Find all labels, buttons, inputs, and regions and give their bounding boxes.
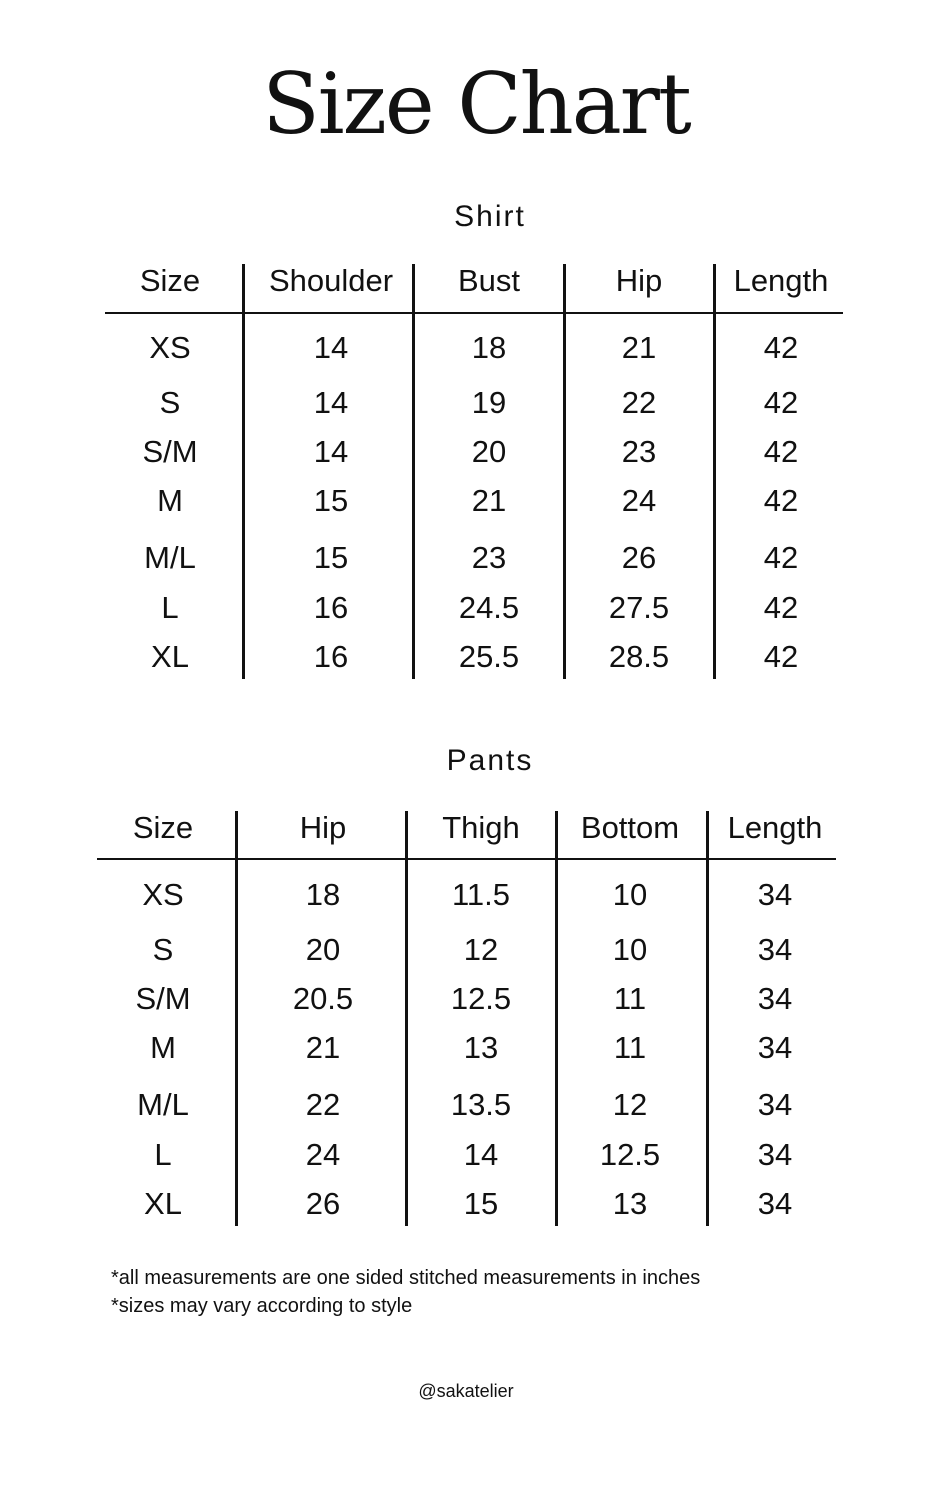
table-cell: 34 — [757, 1137, 793, 1172]
table-cell: 24 — [621, 483, 657, 518]
column-header: Bottom — [580, 810, 680, 845]
table-cell: 10 — [612, 877, 648, 912]
column-header: Shoulder — [268, 263, 394, 298]
table-cell: 42 — [763, 434, 799, 469]
table-cell: 34 — [757, 932, 793, 967]
column-divider — [235, 811, 238, 1226]
footnote-sizes: *sizes may vary according to style — [111, 1295, 413, 1317]
size-label: M/L — [144, 540, 196, 575]
table-cell: 12 — [463, 932, 499, 967]
page-title: Size Chart — [262, 55, 691, 153]
table-cell: 14 — [313, 330, 349, 365]
table-cell: 22 — [621, 385, 657, 420]
table-cell: 15 — [463, 1186, 499, 1221]
size-label: S/M — [135, 981, 191, 1016]
table-cell: 11 — [613, 981, 647, 1016]
table-cell: 20 — [471, 434, 507, 469]
table-cell: 21 — [621, 330, 657, 365]
pants-section-title: Pants — [446, 744, 534, 777]
table-cell: 26 — [621, 540, 657, 575]
table-cell: 16 — [313, 590, 349, 625]
table-cell: 28.5 — [608, 639, 670, 674]
size-label: XS — [149, 330, 191, 365]
size-label: M — [157, 483, 183, 518]
table-cell: 20 — [305, 932, 341, 967]
column-divider — [563, 264, 566, 679]
column-divider — [405, 811, 408, 1226]
table-cell: 27.5 — [608, 590, 670, 625]
table-cell: 12.5 — [599, 1137, 661, 1172]
table-cell: 14 — [313, 434, 349, 469]
size-label: L — [154, 1137, 172, 1172]
column-header: Hip — [615, 263, 663, 298]
table-cell: 16 — [313, 639, 349, 674]
table-cell: 34 — [757, 1087, 793, 1122]
size-label: M/L — [137, 1087, 189, 1122]
table-cell: 13 — [612, 1186, 648, 1221]
table-cell: 34 — [757, 877, 793, 912]
table-cell: 24.5 — [458, 590, 520, 625]
table-cell: 14 — [313, 385, 349, 420]
column-header: Length — [733, 263, 829, 298]
table-cell: 18 — [305, 877, 341, 912]
column-header: Thigh — [442, 810, 520, 845]
column-divider — [555, 811, 558, 1226]
table-cell: 42 — [763, 330, 799, 365]
column-divider — [242, 264, 245, 679]
table-cell: 15 — [313, 540, 349, 575]
social-handle: @sakatelier — [418, 1381, 514, 1401]
table-cell: 34 — [757, 1030, 793, 1065]
column-header: Size — [132, 810, 194, 845]
shirt-section-title: Shirt — [454, 200, 526, 233]
table-cell: 42 — [763, 639, 799, 674]
table-cell: 11 — [613, 1030, 647, 1065]
column-divider — [713, 264, 716, 679]
table-cell: 34 — [757, 981, 793, 1016]
table-cell: 14 — [463, 1137, 499, 1172]
table-cell: 19 — [471, 385, 507, 420]
table-cell: 20.5 — [292, 981, 354, 1016]
column-divider — [412, 264, 415, 679]
size-label: S — [152, 932, 174, 967]
table-cell: 11.5 — [451, 877, 511, 912]
size-label: XS — [142, 877, 184, 912]
column-header: Length — [727, 810, 823, 845]
table-cell: 23 — [621, 434, 657, 469]
table-cell: 13 — [463, 1030, 499, 1065]
table-cell: 10 — [612, 932, 648, 967]
table-cell: 12 — [612, 1087, 648, 1122]
table-cell: 42 — [763, 483, 799, 518]
table-cell: 42 — [763, 540, 799, 575]
table-cell: 42 — [763, 385, 799, 420]
column-header: Size — [139, 263, 201, 298]
column-divider — [706, 811, 709, 1226]
table-cell: 12.5 — [450, 981, 512, 1016]
table-cell: 13.5 — [450, 1087, 512, 1122]
table-cell: 15 — [313, 483, 349, 518]
header-divider — [97, 858, 836, 860]
column-header: Bust — [457, 263, 521, 298]
table-cell: 23 — [471, 540, 507, 575]
size-label: XL — [144, 1186, 182, 1221]
table-cell: 24 — [305, 1137, 341, 1172]
table-cell: 21 — [471, 483, 507, 518]
table-cell: 26 — [305, 1186, 341, 1221]
header-divider — [105, 312, 843, 314]
footnote-measurements: *all measurements are one sided stitched… — [111, 1267, 701, 1289]
size-label: S — [159, 385, 181, 420]
size-label: L — [161, 590, 179, 625]
table-cell: 42 — [763, 590, 799, 625]
size-label: S/M — [142, 434, 198, 469]
table-cell: 25.5 — [458, 639, 520, 674]
size-label: XL — [151, 639, 189, 674]
size-label: M — [150, 1030, 176, 1065]
table-cell: 22 — [305, 1087, 341, 1122]
table-cell: 21 — [305, 1030, 341, 1065]
column-header: Hip — [299, 810, 347, 845]
table-cell: 34 — [757, 1186, 793, 1221]
table-cell: 18 — [471, 330, 507, 365]
